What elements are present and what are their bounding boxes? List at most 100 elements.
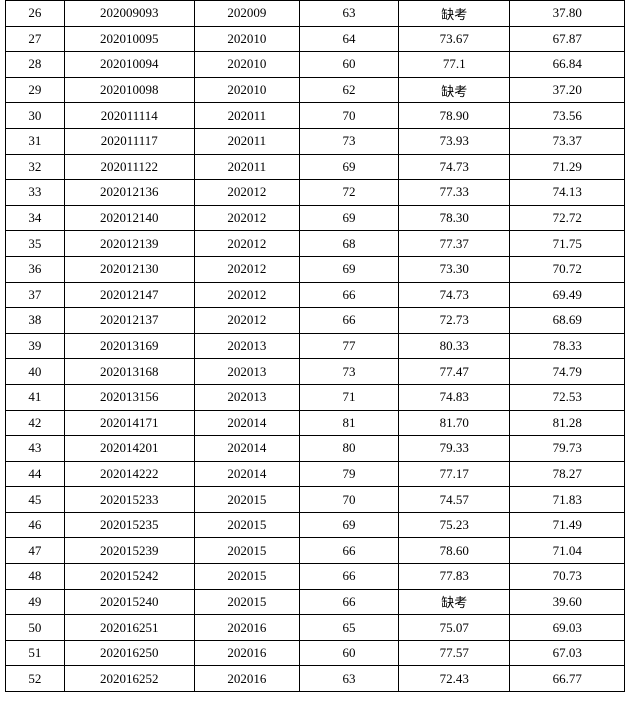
- table-cell: 35: [6, 231, 65, 257]
- table-cell: 202012: [194, 256, 299, 282]
- table-cell: 73.30: [399, 256, 510, 282]
- table-cell: 68.69: [510, 308, 625, 334]
- table-cell: 69.49: [510, 282, 625, 308]
- table-cell: 202015: [194, 589, 299, 615]
- table-cell: 202014: [194, 436, 299, 462]
- table-cell: 75.07: [399, 615, 510, 641]
- table-cell: 51: [6, 640, 65, 666]
- table-cell: 202014171: [64, 410, 194, 436]
- table-cell: 202012130: [64, 256, 194, 282]
- table-cell: 202010: [194, 52, 299, 78]
- table-cell: 66: [300, 282, 399, 308]
- table-row: 2620200909320200963缺考37.80: [6, 1, 625, 27]
- table-cell: 32: [6, 154, 65, 180]
- table-cell: 52: [6, 666, 65, 692]
- table-cell: 202011117: [64, 128, 194, 154]
- table-row: 312020111172020117373.9373.37: [6, 128, 625, 154]
- table-cell: 72: [300, 180, 399, 206]
- table-cell: 79.33: [399, 436, 510, 462]
- table-cell: 70: [300, 487, 399, 513]
- table-cell: 72.53: [510, 384, 625, 410]
- table-cell: 71: [300, 384, 399, 410]
- table-cell: 80.33: [399, 333, 510, 359]
- table-cell: 30: [6, 103, 65, 129]
- score-table: 2620200909320200963缺考37.8027202010095202…: [5, 0, 625, 692]
- table-cell: 78.30: [399, 205, 510, 231]
- table-cell: 202010095: [64, 26, 194, 52]
- table-cell: 74.57: [399, 487, 510, 513]
- table-cell: 77.83: [399, 564, 510, 590]
- table-cell: 66.84: [510, 52, 625, 78]
- table-cell: 66: [300, 538, 399, 564]
- table-cell: 71.04: [510, 538, 625, 564]
- table-cell: 202010098: [64, 77, 194, 103]
- table-row: 412020131562020137174.8372.53: [6, 384, 625, 410]
- table-cell: 50: [6, 615, 65, 641]
- table-cell: 202012147: [64, 282, 194, 308]
- table-cell: 29: [6, 77, 65, 103]
- table-row: 382020121372020126672.7368.69: [6, 308, 625, 334]
- table-cell: 74.73: [399, 282, 510, 308]
- table-cell: 202015239: [64, 538, 194, 564]
- table-cell: 77.33: [399, 180, 510, 206]
- table-cell: 202012137: [64, 308, 194, 334]
- table-cell: 202015242: [64, 564, 194, 590]
- table-cell: 67.87: [510, 26, 625, 52]
- table-cell: 66.77: [510, 666, 625, 692]
- table-cell: 37: [6, 282, 65, 308]
- table-cell: 202012140: [64, 205, 194, 231]
- table-row: 482020152422020156677.8370.73: [6, 564, 625, 590]
- table-row: 272020100952020106473.6767.87: [6, 26, 625, 52]
- table-row: 422020141712020148181.7081.28: [6, 410, 625, 436]
- table-row: 502020162512020166575.0769.03: [6, 615, 625, 641]
- table-cell: 202010: [194, 26, 299, 52]
- table-cell: 60: [300, 52, 399, 78]
- table-body: 2620200909320200963缺考37.8027202010095202…: [6, 1, 625, 692]
- table-row: 282020100942020106077.166.84: [6, 52, 625, 78]
- table-cell: 69.03: [510, 615, 625, 641]
- table-cell: 42: [6, 410, 65, 436]
- table-row: 522020162522020166372.4366.77: [6, 666, 625, 692]
- table-cell: 202015233: [64, 487, 194, 513]
- table-cell: 71.29: [510, 154, 625, 180]
- table-cell: 74.13: [510, 180, 625, 206]
- table-cell: 74.79: [510, 359, 625, 385]
- table-cell: 202012: [194, 180, 299, 206]
- table-cell: 33: [6, 180, 65, 206]
- table-cell: 38: [6, 308, 65, 334]
- table-cell: 73: [300, 128, 399, 154]
- table-cell: 79: [300, 461, 399, 487]
- table-row: 462020152352020156975.2371.49: [6, 512, 625, 538]
- table-cell: 202011: [194, 128, 299, 154]
- table-cell: 31: [6, 128, 65, 154]
- table-cell: 73: [300, 359, 399, 385]
- table-cell: 28: [6, 52, 65, 78]
- table-cell: 202012: [194, 282, 299, 308]
- table-cell: 202009093: [64, 1, 194, 27]
- table-cell: 72.43: [399, 666, 510, 692]
- table-cell: 71.49: [510, 512, 625, 538]
- table-cell: 48: [6, 564, 65, 590]
- table-cell: 69: [300, 154, 399, 180]
- table-row: 342020121402020126978.3072.72: [6, 205, 625, 231]
- table-cell: 78.90: [399, 103, 510, 129]
- table-cell: 202015: [194, 487, 299, 513]
- table-cell: 77.47: [399, 359, 510, 385]
- table-cell: 缺考: [399, 589, 510, 615]
- table-cell: 202016250: [64, 640, 194, 666]
- table-row: 332020121362020127277.3374.13: [6, 180, 625, 206]
- table-cell: 40: [6, 359, 65, 385]
- table-cell: 202011122: [64, 154, 194, 180]
- table-cell: 202009: [194, 1, 299, 27]
- table-cell: 74.73: [399, 154, 510, 180]
- table-cell: 202015: [194, 512, 299, 538]
- table-row: 442020142222020147977.1778.27: [6, 461, 625, 487]
- table-cell: 47: [6, 538, 65, 564]
- table-cell: 202015240: [64, 589, 194, 615]
- table-cell: 64: [300, 26, 399, 52]
- table-cell: 63: [300, 666, 399, 692]
- table-cell: 43: [6, 436, 65, 462]
- table-cell: 70.72: [510, 256, 625, 282]
- table-cell: 202013: [194, 359, 299, 385]
- table-cell: 69: [300, 256, 399, 282]
